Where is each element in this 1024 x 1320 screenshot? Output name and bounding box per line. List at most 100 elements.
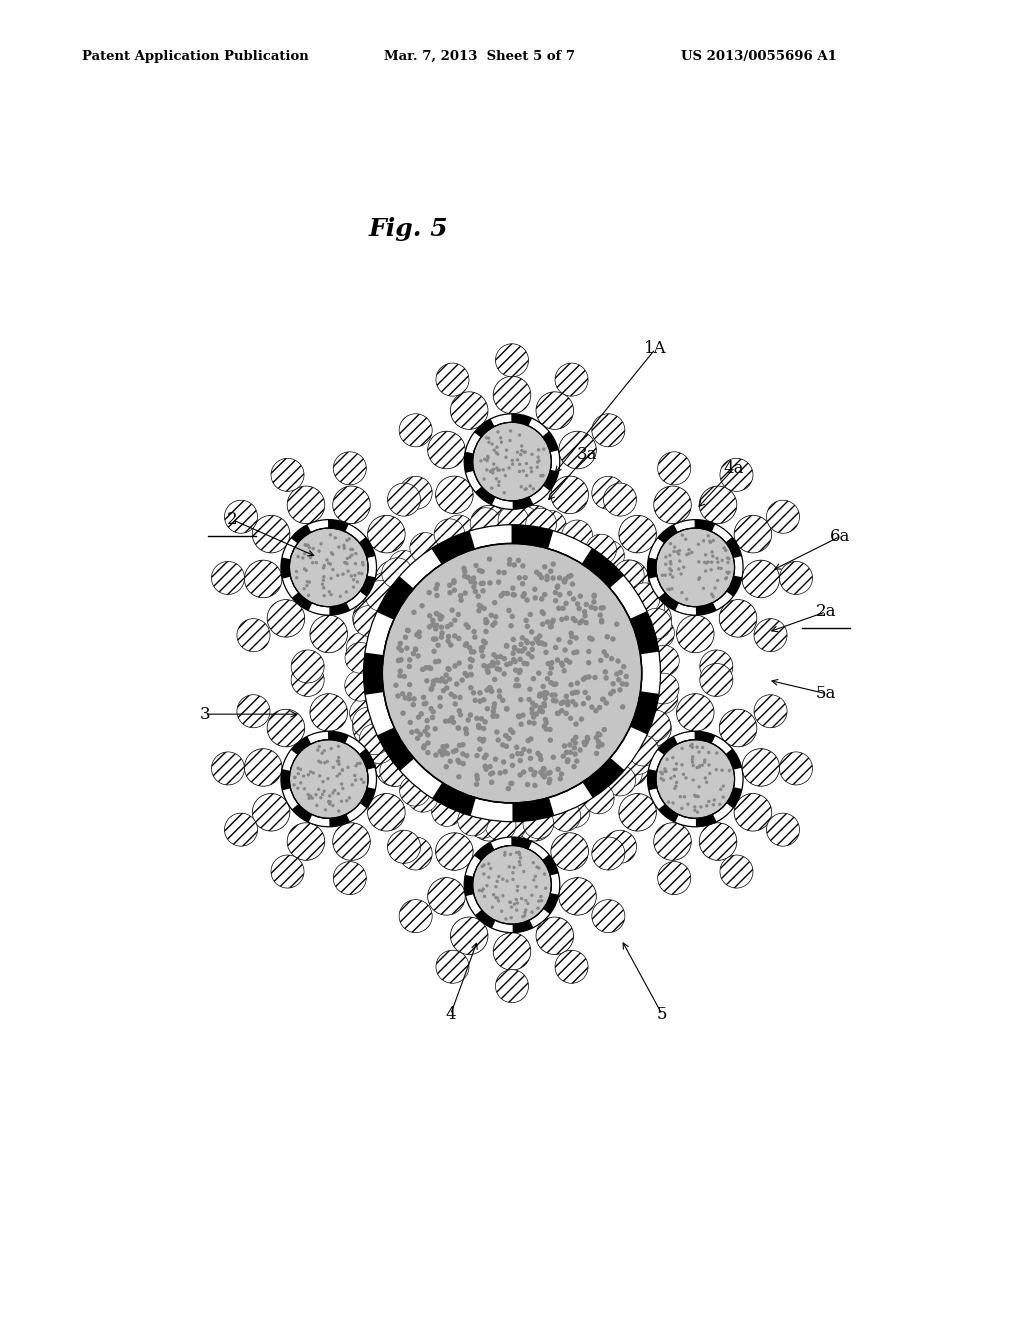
Circle shape	[449, 692, 454, 697]
Circle shape	[561, 578, 567, 583]
Circle shape	[710, 568, 713, 572]
Circle shape	[319, 760, 323, 764]
Circle shape	[463, 727, 469, 733]
Circle shape	[536, 917, 573, 954]
Circle shape	[485, 469, 488, 471]
Circle shape	[742, 748, 779, 787]
Circle shape	[537, 634, 543, 639]
Circle shape	[542, 774, 547, 780]
Circle shape	[471, 690, 476, 696]
Circle shape	[348, 796, 351, 800]
Circle shape	[237, 619, 270, 652]
Circle shape	[252, 793, 290, 832]
Circle shape	[331, 568, 335, 572]
Circle shape	[508, 865, 511, 869]
Circle shape	[434, 593, 439, 598]
Circle shape	[480, 581, 486, 586]
Circle shape	[585, 735, 590, 741]
Circle shape	[555, 527, 588, 560]
Circle shape	[523, 618, 528, 623]
Circle shape	[488, 771, 494, 776]
Circle shape	[471, 585, 476, 590]
Circle shape	[495, 714, 500, 719]
Circle shape	[479, 569, 485, 574]
Circle shape	[516, 506, 554, 543]
Circle shape	[591, 599, 597, 605]
Circle shape	[520, 713, 525, 718]
Circle shape	[597, 612, 603, 618]
Circle shape	[482, 873, 485, 875]
Wedge shape	[649, 788, 665, 809]
Circle shape	[328, 590, 331, 594]
Circle shape	[433, 659, 438, 664]
Circle shape	[428, 878, 465, 915]
Circle shape	[512, 659, 518, 664]
Circle shape	[423, 701, 429, 706]
Circle shape	[316, 788, 321, 791]
Circle shape	[431, 678, 436, 684]
Circle shape	[487, 862, 490, 866]
Circle shape	[519, 857, 522, 859]
Circle shape	[498, 771, 503, 776]
Circle shape	[548, 671, 553, 676]
Circle shape	[718, 803, 722, 807]
Circle shape	[299, 781, 302, 784]
Circle shape	[409, 730, 415, 735]
Circle shape	[537, 693, 543, 698]
Text: 5a: 5a	[816, 685, 837, 702]
Circle shape	[435, 643, 440, 648]
Circle shape	[538, 866, 541, 870]
Circle shape	[560, 606, 566, 611]
Circle shape	[687, 552, 690, 556]
Circle shape	[425, 741, 431, 746]
Wedge shape	[649, 577, 665, 598]
Circle shape	[353, 606, 384, 636]
Circle shape	[709, 541, 712, 544]
Circle shape	[521, 915, 524, 919]
Circle shape	[559, 660, 564, 667]
Circle shape	[519, 648, 525, 653]
Circle shape	[563, 693, 569, 700]
Circle shape	[494, 933, 530, 970]
Circle shape	[529, 701, 536, 706]
Circle shape	[414, 632, 420, 638]
Circle shape	[477, 698, 482, 704]
Circle shape	[291, 664, 325, 697]
Circle shape	[471, 649, 476, 655]
Circle shape	[726, 561, 730, 564]
Circle shape	[677, 552, 681, 556]
Circle shape	[592, 900, 625, 933]
Circle shape	[433, 586, 439, 591]
Circle shape	[506, 785, 511, 791]
Circle shape	[551, 618, 556, 623]
Circle shape	[544, 690, 550, 696]
Circle shape	[339, 594, 342, 598]
Circle shape	[454, 747, 459, 752]
Wedge shape	[307, 731, 328, 744]
Circle shape	[520, 635, 525, 640]
Circle shape	[597, 705, 602, 710]
Circle shape	[364, 733, 394, 763]
Circle shape	[317, 549, 321, 553]
Circle shape	[421, 744, 426, 751]
Circle shape	[420, 603, 425, 609]
Circle shape	[436, 527, 469, 560]
Circle shape	[535, 886, 538, 888]
Circle shape	[547, 780, 552, 785]
Circle shape	[520, 564, 525, 569]
Circle shape	[529, 647, 535, 652]
Circle shape	[660, 573, 665, 577]
Circle shape	[496, 466, 499, 470]
Circle shape	[536, 466, 539, 469]
Circle shape	[354, 552, 357, 556]
Wedge shape	[640, 652, 660, 694]
Circle shape	[449, 622, 454, 627]
Circle shape	[340, 783, 343, 785]
Circle shape	[518, 861, 521, 863]
Circle shape	[490, 442, 494, 446]
Circle shape	[493, 449, 496, 451]
Circle shape	[503, 854, 507, 857]
Circle shape	[516, 884, 519, 888]
Circle shape	[681, 747, 684, 750]
Wedge shape	[346, 803, 367, 822]
